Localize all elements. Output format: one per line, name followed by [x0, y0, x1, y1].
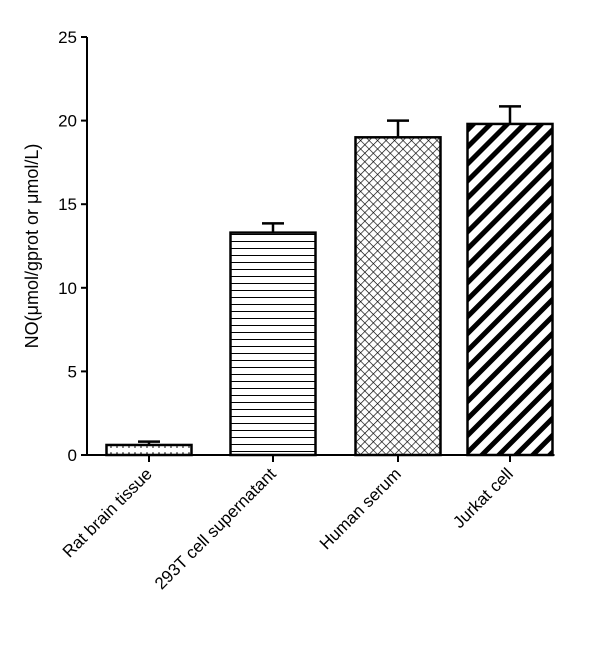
y-axis-label: NO(μmol/gprot or μmol/L) [22, 144, 42, 349]
bar-293t-cell-supernatant [229, 231, 317, 457]
y-tick-label: 10 [58, 279, 77, 298]
bar-rat-brain-tissue [105, 443, 193, 457]
bar-jurkat-cell [466, 122, 554, 457]
x-tick-label: 293T cell supernatant [151, 464, 280, 593]
x-tick-label: Human serum [316, 464, 405, 553]
y-tick-label: 20 [58, 112, 77, 131]
y-tick-label: 5 [68, 362, 77, 381]
bars [105, 122, 554, 457]
y-tick-label: 25 [58, 28, 77, 47]
x-tick-label: Rat brain tissue [59, 464, 156, 561]
y-tick-label: 0 [68, 446, 77, 465]
y-tick-label: 15 [58, 195, 77, 214]
x-tick-label: Jurkat cell [449, 464, 517, 532]
y-axis: 0 5 10 15 20 25 NO(μmol/gprot or μmol/L) [22, 28, 88, 465]
bar-human-serum [354, 136, 442, 457]
error-bars [138, 105, 521, 445]
